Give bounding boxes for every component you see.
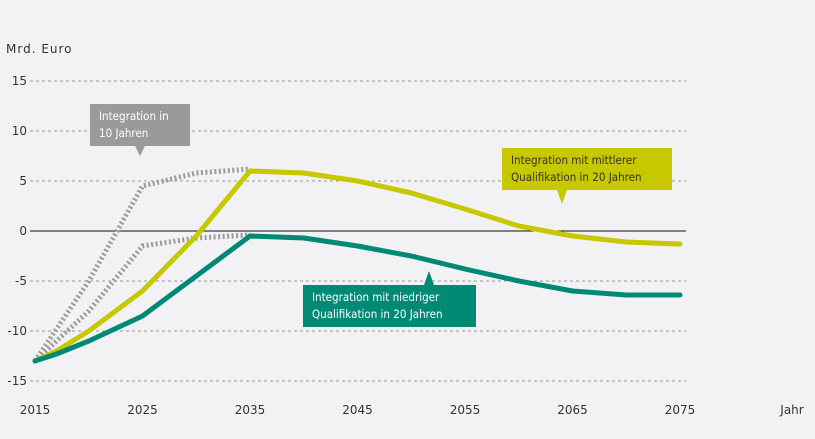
y-tick-label: 10: [12, 124, 27, 138]
annotation-medium-qualification: Integration mit mittlerer Qualifikation …: [502, 148, 672, 204]
x-tick-label: 2065: [557, 403, 588, 417]
x-tick-label: 2045: [342, 403, 373, 417]
y-tick-label: -5: [15, 274, 27, 288]
annotation-integration-10-years: Integration in 10 Jahren: [90, 104, 190, 156]
series-line: [32, 166, 251, 363]
series-line: [32, 233, 683, 364]
x-axis-label: Jahr: [779, 403, 803, 417]
series-lines: [32, 166, 683, 364]
y-tick-label: -15: [7, 374, 27, 388]
y-tick-label: 5: [19, 174, 27, 188]
x-tick-label: 2035: [235, 403, 266, 417]
x-ticks: 2015 2025 2035 2045 2055 2065 2075: [20, 403, 696, 417]
annotation-line: 10 Jahren: [99, 126, 149, 140]
callout-pointer: [557, 190, 567, 204]
annotation-low-qualification: Integration mit niedriger Qualifikation …: [303, 271, 476, 327]
y-tick-label: 0: [19, 224, 27, 238]
y-tick-label: -10: [7, 324, 27, 338]
callout-pointer: [424, 271, 434, 285]
annotation-line: Integration mit mittlerer: [511, 153, 637, 167]
y-tick-label: 15: [12, 74, 27, 88]
x-tick-label: 2055: [450, 403, 481, 417]
annotation-line: Qualifikation in 20 Jahren: [511, 170, 642, 184]
callout-pointer: [135, 146, 145, 156]
annotation-line: Qualifikation in 20 Jahren: [312, 307, 443, 321]
annotation-line: Integration mit niedriger: [312, 290, 440, 304]
annotation-line: Integration in: [99, 109, 169, 123]
x-tick-label: 2015: [20, 403, 51, 417]
x-tick-label: 2025: [127, 403, 158, 417]
series-line: [32, 168, 683, 364]
series-line: [33, 232, 251, 363]
y-ticks: 15 10 5 0 -5 -10 -15: [7, 74, 27, 388]
x-tick-label: 2075: [665, 403, 696, 417]
y-axis-label: Mrd. Euro: [6, 42, 73, 56]
